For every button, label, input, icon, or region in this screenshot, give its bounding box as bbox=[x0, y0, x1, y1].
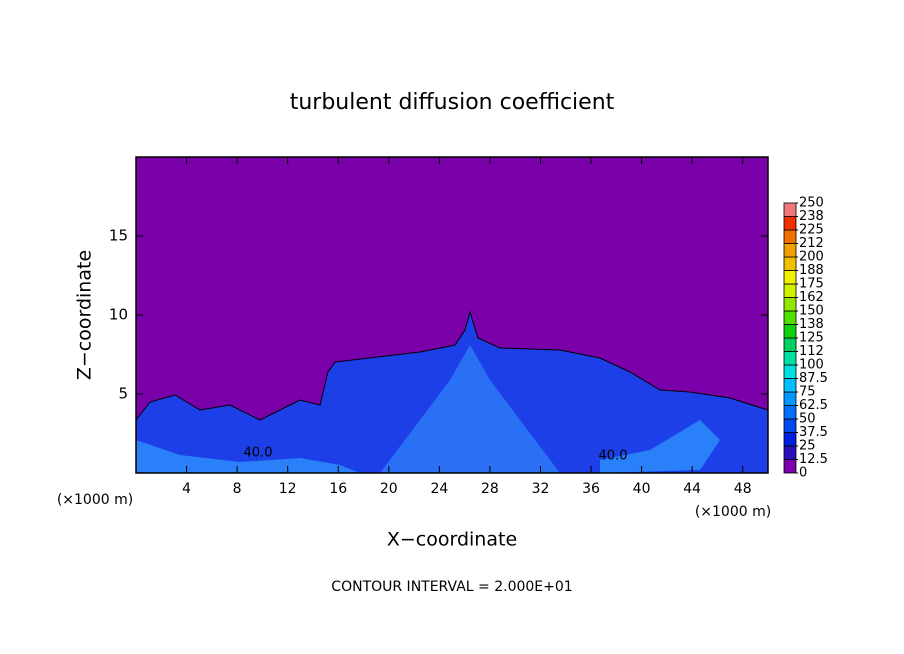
colorbar-label: 87.5 bbox=[799, 371, 828, 386]
colorbar-label: 138 bbox=[799, 317, 824, 332]
colorbar-box bbox=[783, 283, 797, 298]
x-axis-label: X−coordinate bbox=[387, 529, 517, 551]
chart-title: turbulent diffusion coefficient bbox=[290, 90, 615, 115]
colorbar-box bbox=[783, 445, 797, 460]
y-axis-label: Z−coordinate bbox=[74, 250, 96, 380]
colorbar-label: 125 bbox=[799, 331, 824, 346]
x-tick-label: 20 bbox=[380, 481, 398, 497]
colorbar-label: 25 bbox=[799, 439, 816, 454]
colorbar-box bbox=[783, 378, 797, 393]
colorbar-box bbox=[783, 297, 797, 312]
colorbar-label: 250 bbox=[799, 196, 824, 211]
x-tick-label: 24 bbox=[430, 481, 448, 497]
colorbar-label: 37.5 bbox=[799, 425, 828, 440]
x-tick-label: 28 bbox=[481, 481, 499, 497]
colorbar-box bbox=[783, 256, 797, 271]
contour-label: 40.0 bbox=[599, 449, 628, 464]
colorbar-box bbox=[783, 310, 797, 325]
colorbar-label: 50 bbox=[799, 412, 816, 427]
x-unit-label-right: (×1000 m) bbox=[695, 504, 771, 520]
colorbar-box bbox=[783, 405, 797, 420]
colorbar-label: 225 bbox=[799, 223, 824, 238]
colorbar-box bbox=[783, 337, 797, 352]
y-tick-label: 10 bbox=[109, 306, 128, 324]
x-tick-label: 40 bbox=[633, 481, 651, 497]
colorbar-label: 0 bbox=[799, 466, 807, 481]
contour-label: 40.0 bbox=[244, 446, 273, 461]
y-tick-label: 5 bbox=[118, 385, 128, 403]
colorbar-box bbox=[783, 229, 797, 244]
x-tick-label: 16 bbox=[329, 481, 347, 497]
x-tick-label: 36 bbox=[582, 481, 600, 497]
colorbar-label: 238 bbox=[799, 209, 824, 224]
colorbar-box bbox=[783, 459, 797, 474]
colorbar-box bbox=[783, 432, 797, 447]
colorbar-box bbox=[783, 351, 797, 366]
colorbar-box bbox=[783, 391, 797, 406]
colorbar-box bbox=[783, 364, 797, 379]
annotation: CONTOUR INTERVAL = 2.000E+01 bbox=[331, 579, 572, 595]
x-tick-label: 48 bbox=[734, 481, 752, 497]
turbulent-core bbox=[380, 345, 560, 473]
colorbar-box bbox=[783, 216, 797, 231]
x-unit-label: (×1000 m) bbox=[57, 492, 133, 508]
colorbar-box bbox=[783, 202, 797, 217]
colorbar-label: 212 bbox=[799, 236, 824, 251]
surface-layer bbox=[600, 420, 720, 473]
colorbar-label: 75 bbox=[799, 385, 816, 400]
colorbar-label: 200 bbox=[799, 250, 824, 265]
colorbar-label: 12.5 bbox=[799, 452, 828, 467]
colorbar-box bbox=[783, 418, 797, 433]
x-tick-label: 44 bbox=[683, 481, 701, 497]
colorbar-label: 162 bbox=[799, 290, 824, 305]
colorbar-label: 188 bbox=[799, 263, 824, 278]
surface-layer bbox=[136, 440, 360, 473]
x-tick-label: 32 bbox=[532, 481, 550, 497]
y-tick-label: 15 bbox=[109, 227, 128, 245]
colorbar-label: 150 bbox=[799, 304, 824, 319]
colorbar-box bbox=[783, 324, 797, 339]
x-tick-label: 8 bbox=[233, 481, 242, 497]
colorbar-box bbox=[783, 270, 797, 285]
colorbar-label: 62.5 bbox=[799, 398, 828, 413]
x-tick-label: 4 bbox=[182, 481, 191, 497]
colorbar-label: 175 bbox=[799, 277, 824, 292]
colorbar-label: 112 bbox=[799, 344, 824, 359]
colorbar-label: 100 bbox=[799, 358, 824, 373]
x-tick-label: 12 bbox=[279, 481, 297, 497]
colorbar-box bbox=[783, 243, 797, 258]
